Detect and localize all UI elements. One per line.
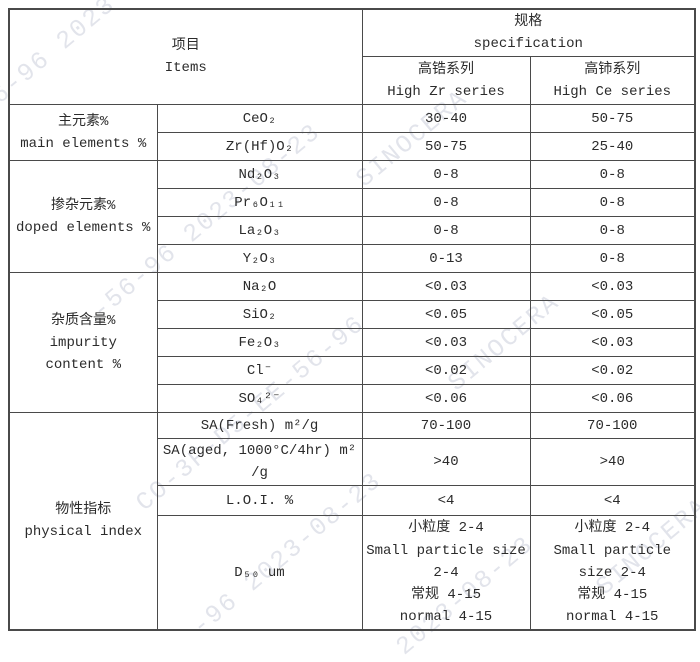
value-zr-cell: <0.05 xyxy=(361,300,531,330)
table-header-row-1: 项目 Items 规格 specification xyxy=(8,8,696,106)
table-row: SA(aged, 1000°C/4hr) m² /g >40 >40 xyxy=(9,438,696,487)
table-row: 掺杂元素% doped elements % Nd₂O₃ 0-8 0-8 xyxy=(8,160,696,274)
value-ce-cell: <0.03 xyxy=(529,272,696,302)
value-ce-cell: <0.06 xyxy=(529,384,696,414)
item-cell: SA(aged, 1000°C/4hr) m² /g xyxy=(156,438,363,487)
value-ce-cell: 小粒度 2-4 Small particle size 2-4 常规 4-15 … xyxy=(529,515,696,631)
value-zr-cell: 0-8 xyxy=(361,160,531,190)
table-row: Fe₂O₃ <0.03 <0.03 xyxy=(9,328,696,358)
group-doped-elements-cell: 掺杂元素% doped elements % xyxy=(8,160,158,274)
value-zr-cell: 70-100 xyxy=(361,412,531,440)
group-main-elements-cell: 主元素% main elements % xyxy=(8,104,158,162)
value-zr-cell: <0.03 xyxy=(361,328,531,358)
value-zr-cell: 0-8 xyxy=(361,188,531,218)
value-zr-cell: <4 xyxy=(361,485,531,517)
value-ce-cell: 70-100 xyxy=(529,412,696,440)
header-high-zr-series-cell: 高锆系列 High Zr series xyxy=(361,56,531,106)
item-cell: Cl⁻ xyxy=(156,356,363,386)
item-cell: Nd₂O₃ xyxy=(156,160,363,190)
value-ce-cell: <0.05 xyxy=(529,300,696,330)
value-zr-cell: 30-40 xyxy=(361,104,531,134)
item-cell: CeO₂ xyxy=(156,104,363,134)
item-cell: Pr₆O₁₁ xyxy=(156,188,363,218)
value-zr-cell: <0.02 xyxy=(361,356,531,386)
item-cell: L.O.I. % xyxy=(156,485,363,517)
value-ce-cell: 25-40 xyxy=(529,132,696,162)
value-zr-cell: 50-75 xyxy=(361,132,531,162)
table-row: L.O.I. % <4 <4 xyxy=(9,485,696,517)
item-cell: SiO₂ xyxy=(156,300,363,330)
item-cell: Fe₂O₃ xyxy=(156,328,363,358)
value-zr-cell: 小粒度 2-4 Small particle size 2-4 常规 4-15 … xyxy=(361,515,531,631)
value-ce-cell: <4 xyxy=(529,485,696,517)
item-cell: La₂O₃ xyxy=(156,216,363,246)
table-row: D₅₀ um 小粒度 2-4 Small particle size 2-4 常… xyxy=(9,515,696,631)
item-cell: SA(Fresh) m²/g xyxy=(156,412,363,440)
value-ce-cell: <0.02 xyxy=(529,356,696,386)
value-zr-cell: 0-13 xyxy=(361,244,531,274)
group-physical-index-cell: 物性指标 physical index xyxy=(8,412,158,631)
value-ce-cell: 50-75 xyxy=(529,104,696,134)
item-cell: Na₂O xyxy=(156,272,363,302)
item-cell: Zr(Hf)O₂ xyxy=(156,132,363,162)
value-zr-cell: >40 xyxy=(361,438,531,487)
table-row: La₂O₃ 0-8 0-8 xyxy=(9,216,696,246)
header-specification-cell: 规格 specification xyxy=(361,8,696,58)
item-cell: Y₂O₃ xyxy=(156,244,363,274)
value-zr-cell: <0.06 xyxy=(361,384,531,414)
item-cell: D₅₀ um xyxy=(156,515,363,631)
item-cell: SO₄²⁻ xyxy=(156,384,363,414)
value-ce-cell: 0-8 xyxy=(529,160,696,190)
value-ce-cell: 0-8 xyxy=(529,188,696,218)
table-header-row-2: 高锆系列 High Zr series 高铈系列 High Ce series xyxy=(9,56,696,106)
value-zr-cell: <0.03 xyxy=(361,272,531,302)
value-ce-cell: 0-8 xyxy=(529,244,696,274)
header-high-ce-series-cell: 高铈系列 High Ce series xyxy=(529,56,696,106)
value-zr-cell: 0-8 xyxy=(361,216,531,246)
value-ce-cell: 0-8 xyxy=(529,216,696,246)
specification-table: 项目 Items 规格 specification 高锆系列 High Zr s… xyxy=(8,8,697,631)
table-row: 杂质含量% impurity content % Na₂O <0.03 <0.0… xyxy=(8,272,696,414)
table-row: 物性指标 physical index SA(Fresh) m²/g 70-10… xyxy=(8,412,696,631)
table-row: Cl⁻ <0.02 <0.02 xyxy=(9,356,696,386)
value-ce-cell: <0.03 xyxy=(529,328,696,358)
header-items-cell: 项目 Items xyxy=(8,8,363,106)
table-row: 主元素% main elements % CeO₂ 30-40 50-75 xyxy=(8,104,696,162)
value-ce-cell: >40 xyxy=(529,438,696,487)
table-row: SO₄²⁻ <0.06 <0.06 xyxy=(9,384,696,414)
group-impurity-content-cell: 杂质含量% impurity content % xyxy=(8,272,158,414)
